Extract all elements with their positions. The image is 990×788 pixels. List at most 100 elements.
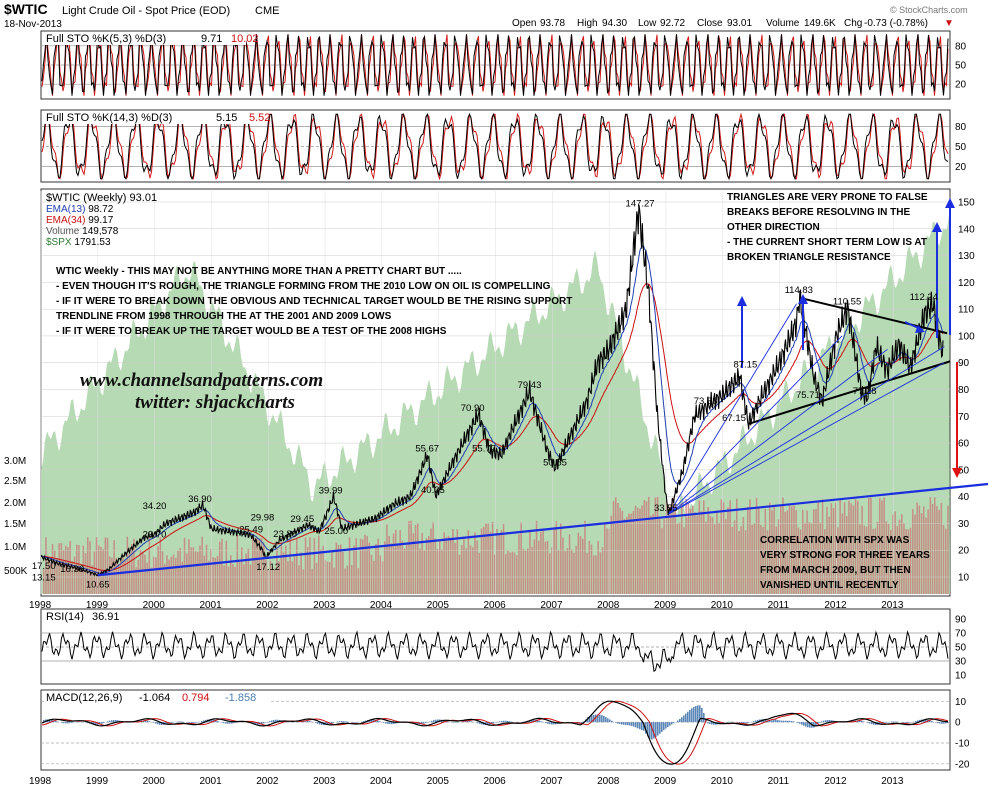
fan-line — [668, 335, 843, 515]
macd-hist-bar — [309, 721, 311, 723]
volume-bar — [843, 502, 846, 594]
macd-hist-bar — [875, 722, 877, 725]
volume-bar — [854, 499, 857, 594]
macd-hist-bar — [263, 722, 265, 724]
volume-bar — [881, 500, 883, 594]
macd-hist-bar — [103, 722, 105, 723]
macd-hist-bar — [601, 715, 603, 723]
volume-bar — [230, 555, 232, 594]
macd-hist-bar — [99, 722, 101, 725]
macd-hist-bar — [937, 722, 939, 724]
macd-hist-bar — [501, 720, 503, 723]
macd-hist-bar — [617, 722, 619, 724]
macd-hist-bar — [107, 721, 109, 723]
price-y-tick: 70 — [958, 412, 970, 423]
volume-bar — [670, 505, 672, 594]
volume-bar — [247, 548, 250, 594]
macd-hist-bar — [383, 722, 385, 723]
volume-bar — [839, 498, 841, 594]
macd-hist-bar — [703, 713, 705, 723]
volume-bar — [861, 505, 863, 594]
macd-hist-bar — [477, 722, 479, 724]
macd-x-tick: 2000 — [143, 776, 166, 787]
macd-hist-bar — [893, 721, 895, 723]
macd-x-tick: 2005 — [427, 776, 450, 787]
volume-bar — [326, 561, 329, 594]
sto1-d-value: 10.02 — [231, 33, 259, 45]
macd-hist-bar — [799, 722, 801, 724]
sto1-y-tick: 20 — [955, 80, 967, 91]
volume-bar — [821, 499, 824, 594]
volume-bar — [546, 540, 549, 594]
macd-hist-bar — [943, 722, 945, 724]
price-x-tick: 2004 — [370, 600, 393, 611]
sto2-y-tick: 50 — [955, 142, 967, 153]
macd-hist-bar — [463, 721, 465, 723]
price-y-tick: 50 — [958, 465, 970, 476]
macd-hist-bar — [455, 722, 457, 723]
volume-bar — [362, 539, 364, 594]
volume-bar — [164, 563, 166, 594]
volume-bar — [441, 549, 443, 594]
price-y-tick: 80 — [958, 385, 970, 396]
macd-hist-bar — [101, 722, 103, 724]
volume-bar — [386, 524, 388, 594]
volume-bar — [390, 543, 393, 594]
volume-bar — [903, 523, 905, 594]
macd-hist-bar — [493, 722, 495, 724]
volume-bar — [487, 523, 489, 594]
macd-hist-bar — [803, 722, 805, 726]
volume-bar — [271, 566, 274, 594]
volume-bar — [588, 541, 591, 594]
macd-hist-bar — [771, 720, 773, 723]
macd-hist-bar — [745, 722, 747, 724]
macd-y-tick: 10 — [955, 697, 967, 708]
volume-bar — [469, 545, 472, 594]
macd-hist-bar — [379, 721, 381, 723]
macd-hist-bar — [539, 720, 541, 723]
volume-bar — [698, 500, 701, 594]
close-label: Close — [697, 18, 723, 29]
volume-bar — [650, 515, 652, 594]
volume-bar — [392, 533, 395, 594]
macd-hist-bar — [339, 721, 341, 723]
volume-bar — [489, 531, 492, 594]
macd-hist-bar — [623, 722, 625, 725]
open-label: Open — [512, 18, 536, 29]
price-y-tick: 140 — [958, 224, 975, 235]
price-label: 39.99 — [319, 486, 343, 497]
volume-bar — [227, 566, 230, 594]
macd-hist-bar — [599, 714, 601, 723]
volume-bar — [665, 500, 668, 594]
price-y-tick: 120 — [958, 278, 975, 289]
macd-hist-bar — [51, 719, 53, 723]
macd-hist-bar — [431, 720, 433, 723]
volume-bar — [355, 538, 357, 594]
macd-hist-bar — [345, 721, 347, 723]
volume-bar — [920, 513, 923, 594]
triangle-line-3: OTHER DIRECTION — [727, 222, 820, 233]
macd-hist-bar — [711, 722, 713, 725]
macd-hist-bar — [929, 720, 931, 723]
volume-bar — [940, 502, 943, 594]
volume-bar — [313, 537, 316, 594]
macd-hist-bar — [145, 720, 147, 723]
volume-bar — [111, 557, 113, 594]
volume-bar — [203, 555, 206, 594]
volume-bar — [628, 513, 630, 594]
fan-line — [668, 348, 888, 515]
rsi-title: RSI(14) 36.91 — [44, 610, 144, 623]
macd-hist-bar — [435, 719, 437, 723]
volume-bar — [626, 516, 628, 594]
volume-bar — [551, 547, 553, 594]
price-label: 147.27 — [626, 198, 655, 209]
volume-bar — [106, 537, 109, 594]
price-x-tick: 2011 — [768, 600, 790, 611]
macd-hist-bar — [155, 722, 157, 724]
volume-bar — [148, 537, 151, 594]
volume-bar — [938, 509, 940, 594]
volume-bar — [348, 537, 351, 594]
volume-bar — [304, 537, 307, 594]
support-trendline — [97, 482, 989, 577]
macd-hist-bar — [385, 722, 387, 724]
